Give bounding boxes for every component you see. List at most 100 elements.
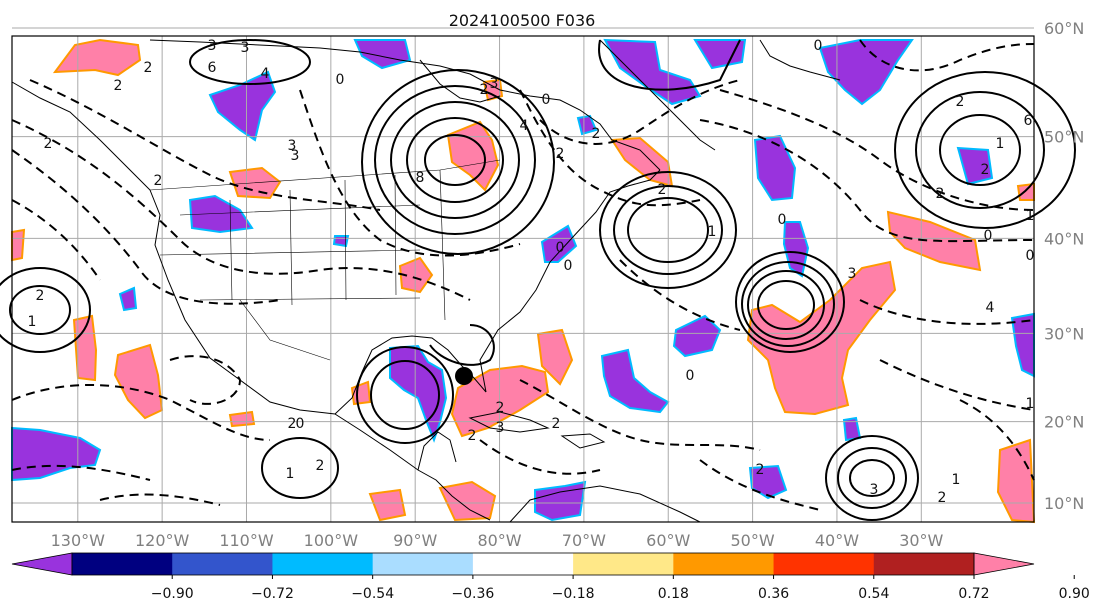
contour-value-label: 0 bbox=[984, 228, 993, 244]
negative-anomaly-area bbox=[118, 286, 138, 312]
contour-value-label: 0 bbox=[556, 240, 565, 256]
colorbar-tick-label: 0.36 bbox=[758, 586, 789, 602]
contour-value-label: 3 bbox=[288, 138, 297, 154]
negative-anomaly-area bbox=[956, 146, 994, 186]
central-america-coast bbox=[334, 413, 491, 521]
shaded-anomaly-regions bbox=[11, 38, 1036, 524]
contour-value-label: 0 bbox=[336, 72, 345, 88]
lon-tick-label: 130°W bbox=[51, 531, 106, 550]
contour bbox=[915, 91, 1045, 209]
contour bbox=[356, 346, 454, 444]
contour bbox=[11, 119, 471, 301]
positive-anomaly-area bbox=[398, 256, 434, 294]
contour bbox=[619, 259, 741, 331]
colorbar-frame bbox=[71, 552, 975, 576]
lon-tick-label: 120°W bbox=[135, 531, 190, 550]
colorbar-tick-label: 0.54 bbox=[858, 586, 889, 602]
contour bbox=[29, 79, 381, 211]
contour bbox=[735, 251, 845, 353]
negative-anomaly-area bbox=[353, 39, 412, 70]
contour bbox=[406, 117, 504, 203]
contour bbox=[859, 39, 1035, 72]
positive-anomaly-area bbox=[228, 410, 256, 428]
contour-value-label: 2 bbox=[288, 416, 297, 432]
cuba-outline bbox=[468, 411, 550, 433]
colorbar-tick-label: −0.72 bbox=[251, 586, 294, 602]
contour bbox=[741, 261, 835, 347]
colorbar: −0.90 −0.72 −0.54 −0.36 −0.18 0.18 0.36 0.54 0.7… bbox=[11, 552, 1090, 602]
contour-value-label: 3 bbox=[496, 420, 505, 436]
colorbar-segment bbox=[172, 553, 273, 575]
positive-anomaly-area bbox=[1016, 182, 1035, 201]
contour-value-label: 2 bbox=[496, 400, 505, 416]
contour-value-label: 3 bbox=[241, 40, 250, 56]
contour bbox=[757, 280, 815, 330]
lon-tick-label: 100°W bbox=[304, 531, 359, 550]
positive-anomaly-area bbox=[113, 343, 164, 420]
contour-value-label: 1 bbox=[1026, 396, 1035, 412]
negative-anomaly-area bbox=[188, 194, 254, 234]
contour bbox=[424, 134, 486, 186]
storm-center-marker bbox=[455, 367, 473, 385]
contour-value-label: 2 bbox=[44, 136, 53, 152]
state-borders bbox=[149, 159, 501, 361]
contour-value-label: 0 bbox=[542, 92, 551, 108]
longitude-labels: 130°W 120°W 110°W 100°W 90°W 80°W 70°W 60°W 50°W… bbox=[51, 531, 944, 550]
colorbar-tick-label: −0.36 bbox=[451, 586, 494, 602]
positive-anomaly-area bbox=[52, 38, 142, 77]
lon-tick-label: 40°W bbox=[815, 531, 859, 550]
contour bbox=[699, 119, 1035, 243]
colorbar-segment bbox=[573, 553, 674, 575]
negative-anomaly-area bbox=[534, 480, 587, 522]
contour-value-label: 2 bbox=[316, 458, 325, 474]
contour-value-label: 2 bbox=[956, 94, 965, 110]
contour-value-label: 2 bbox=[144, 60, 153, 76]
contour bbox=[361, 69, 555, 255]
colorbar-tick-label: −0.90 bbox=[151, 586, 194, 602]
negative-anomaly-area bbox=[600, 348, 670, 414]
contour bbox=[613, 185, 723, 275]
contour-value-label: 2 bbox=[552, 416, 561, 432]
lat-tick-label: 20°N bbox=[1044, 413, 1084, 432]
contour-value-label: 2 bbox=[981, 162, 990, 178]
contour-value-label: 2 bbox=[936, 186, 945, 202]
colorbar-segment bbox=[873, 553, 975, 575]
contour-value-label: 4 bbox=[261, 66, 270, 82]
lat-tick-label: 30°N bbox=[1044, 324, 1084, 343]
lon-tick-label: 110°W bbox=[219, 531, 274, 550]
contour bbox=[879, 359, 1035, 411]
lat-lon-grid bbox=[12, 27, 1034, 522]
contour-value-label: 6 bbox=[208, 60, 217, 76]
contour bbox=[719, 89, 1035, 211]
colorbar-segment bbox=[372, 553, 474, 575]
lat-tick-label: 50°N bbox=[1044, 128, 1084, 147]
contour-value-label: 0 bbox=[564, 258, 573, 274]
lon-tick-label: 30°W bbox=[899, 531, 943, 550]
negative-anomaly-area bbox=[1010, 312, 1035, 378]
contour bbox=[370, 360, 440, 430]
labrador-coast bbox=[599, 39, 716, 151]
positive-anomaly-area bbox=[996, 438, 1036, 524]
contour bbox=[9, 285, 71, 335]
north-america-west-coast bbox=[11, 81, 336, 415]
lon-tick-label: 50°W bbox=[730, 531, 774, 550]
contour bbox=[479, 439, 601, 475]
contour-value-label: 1 bbox=[708, 224, 717, 240]
contour bbox=[598, 39, 741, 91]
negative-anomaly-area bbox=[693, 39, 747, 70]
lon-tick-label: 70°W bbox=[562, 531, 606, 550]
contour bbox=[849, 459, 895, 497]
contour-value-label: 2 bbox=[556, 146, 565, 162]
latitude-labels: 60°N 50°N 40°N 30°N 20°N 10°N bbox=[1044, 19, 1084, 513]
negative-anomaly-area bbox=[748, 464, 788, 500]
lat-tick-label: 10°N bbox=[1044, 494, 1084, 513]
contour bbox=[939, 114, 1021, 186]
lon-tick-label: 80°W bbox=[477, 531, 521, 550]
contour bbox=[0, 267, 91, 353]
colorbar-segment bbox=[272, 553, 374, 575]
colorbar-tick-label: 0.90 bbox=[1059, 586, 1090, 602]
contour bbox=[539, 79, 741, 145]
contour-value-label: 1 bbox=[996, 136, 1005, 152]
canada-coast bbox=[149, 39, 661, 171]
